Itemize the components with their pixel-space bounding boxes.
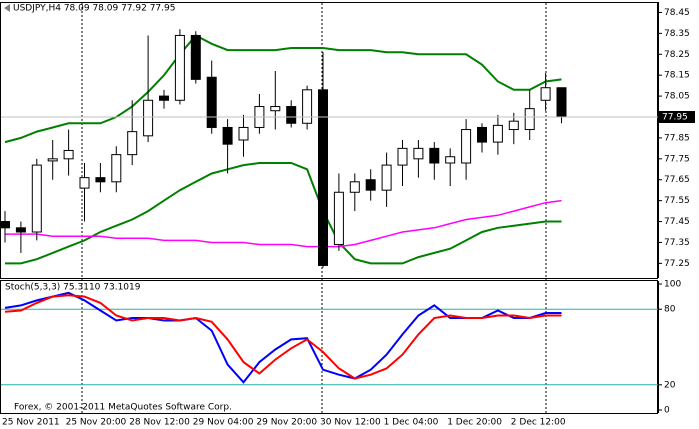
x-tick-label: 1 Dec 04:00	[384, 418, 439, 428]
candle-body	[333, 191, 344, 246]
current-price-label: 77.95	[662, 113, 688, 123]
y-tick-label: 78.35	[664, 29, 690, 39]
candle-body	[556, 87, 567, 118]
y-tick-label: 77.55	[664, 196, 690, 206]
candle-body	[429, 147, 440, 164]
candle-body	[413, 147, 424, 160]
candle-body	[222, 126, 233, 145]
y-tick-label: 78.15	[664, 71, 690, 81]
candle-body	[47, 158, 58, 162]
candle-body	[270, 106, 281, 112]
y-tick-label: 77.45	[664, 217, 690, 227]
candle-body	[206, 76, 217, 128]
indicator-line	[4, 34, 562, 144]
y-tick-label: 80	[664, 305, 676, 315]
x-tick-label: 1 Dec 20:00	[447, 418, 502, 428]
candle-body	[111, 154, 122, 183]
y-tick-label: 77.85	[664, 133, 690, 143]
y-tick-label: 20	[664, 380, 676, 390]
x-tick-label: 2 Dec 12:00	[511, 418, 566, 428]
candle-body	[79, 177, 90, 189]
y-tick-label: 77.35	[664, 238, 690, 248]
indicator-line	[4, 294, 562, 380]
x-tick-label: 29 Nov 04:00	[193, 418, 254, 428]
indicator-line	[5, 162, 562, 265]
x-tick-label: 25 Nov 20:00	[66, 418, 127, 428]
candle-body	[0, 221, 10, 229]
y-tick-label: 78.05	[664, 92, 690, 102]
x-tick-label: 25 Nov 2011	[2, 418, 60, 428]
candle-body	[508, 120, 519, 131]
candle-body	[381, 164, 392, 191]
candle-body	[349, 181, 360, 193]
candle-body	[397, 147, 408, 166]
y-tick-label: 77.75	[664, 154, 690, 164]
candle-body	[365, 179, 376, 191]
y-tick-label: 78.25	[664, 50, 690, 60]
current-price-box	[659, 111, 695, 123]
candle-body	[318, 89, 328, 266]
candle-body	[159, 95, 169, 101]
candle-body	[540, 87, 551, 101]
candle-body	[286, 106, 297, 124]
candle-body	[63, 149, 74, 160]
y-tick-label: 100	[664, 280, 681, 290]
candle-body	[445, 156, 456, 164]
copyright: Forex, © 2001-2011 MetaQuotes Software C…	[14, 403, 232, 413]
candle-body	[238, 126, 249, 141]
candle-body	[31, 164, 42, 233]
candle-body	[477, 126, 487, 143]
y-tick-label: 78.45	[664, 8, 690, 18]
indicator-title: Stoch(5,3,3) 75.3110 73.1019	[5, 283, 141, 293]
x-tick-label: 28 Nov 12:00	[129, 418, 190, 428]
x-tick-label: 30 Nov 12:00	[320, 418, 381, 428]
candle-body	[302, 89, 313, 124]
candle-body	[461, 129, 472, 164]
y-tick-label: 77.65	[664, 175, 690, 185]
stoch-panel	[0, 280, 658, 414]
y-tick-label: 77.25	[664, 259, 690, 269]
chart-title: USDJPY,H4 78.09 78.09 77.92 77.95	[13, 4, 175, 14]
candle-body	[190, 34, 201, 80]
y-tick-label: 0	[664, 406, 670, 416]
indicator-line	[5, 199, 562, 248]
main-panel	[0, 2, 658, 279]
candle-body	[95, 177, 106, 183]
candle-body	[143, 99, 154, 137]
candle-body	[174, 34, 185, 101]
symbol-icon	[4, 4, 10, 12]
candle-body	[15, 227, 26, 233]
candle-body	[524, 108, 535, 131]
candle-body	[127, 131, 138, 156]
candle-body	[492, 124, 503, 143]
x-tick-label: 29 Nov 20:00	[256, 418, 317, 428]
